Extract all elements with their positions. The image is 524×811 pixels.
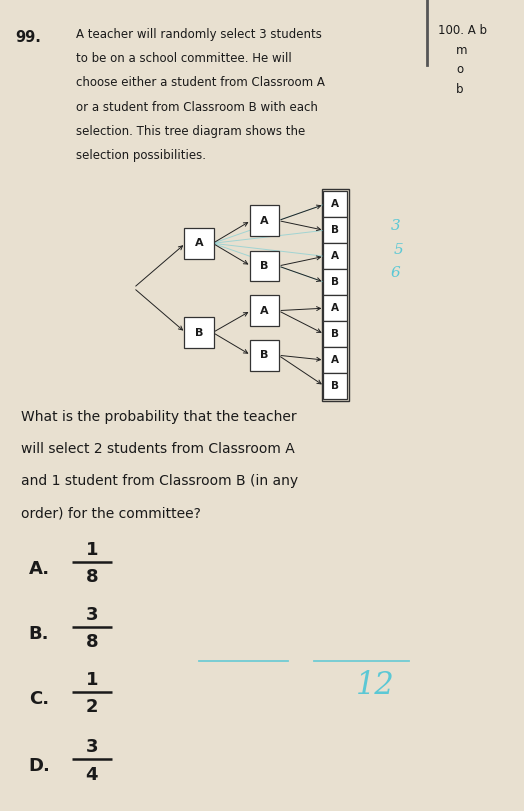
Text: B: B	[331, 277, 340, 287]
Text: B.: B.	[29, 625, 49, 643]
FancyBboxPatch shape	[323, 295, 347, 321]
Text: D.: D.	[29, 757, 51, 775]
Text: A: A	[331, 200, 340, 209]
FancyBboxPatch shape	[323, 269, 347, 295]
Text: and 1 student from Classroom B (in any: and 1 student from Classroom B (in any	[21, 474, 298, 488]
FancyBboxPatch shape	[250, 205, 279, 236]
Text: What is the probability that the teacher: What is the probability that the teacher	[21, 410, 297, 423]
Text: 100. A b: 100. A b	[438, 24, 487, 37]
Text: A: A	[260, 306, 269, 315]
FancyBboxPatch shape	[323, 191, 347, 217]
Text: will select 2 students from Classroom A: will select 2 students from Classroom A	[21, 442, 294, 456]
Text: order) for the committee?: order) for the committee?	[21, 507, 201, 521]
Text: A: A	[195, 238, 203, 248]
Text: B: B	[331, 329, 340, 339]
Text: A teacher will randomly select 3 students: A teacher will randomly select 3 student…	[76, 28, 322, 41]
Text: 8: 8	[85, 633, 98, 651]
Text: A: A	[331, 303, 340, 313]
Text: 12: 12	[356, 670, 395, 701]
FancyBboxPatch shape	[184, 228, 214, 259]
Text: choose either a student from Classroom A: choose either a student from Classroom A	[76, 76, 325, 89]
Text: B: B	[331, 225, 340, 235]
Text: 2: 2	[85, 698, 98, 716]
Text: 99.: 99.	[16, 30, 41, 45]
Text: A: A	[331, 251, 340, 261]
Text: C.: C.	[29, 690, 49, 708]
Text: 1: 1	[85, 541, 98, 559]
Text: m: m	[456, 44, 467, 57]
Text: 6: 6	[390, 266, 400, 280]
FancyBboxPatch shape	[323, 217, 347, 243]
Text: B: B	[331, 381, 340, 391]
Text: B: B	[195, 328, 203, 337]
Text: 3: 3	[390, 219, 400, 233]
FancyBboxPatch shape	[323, 321, 347, 347]
Text: A: A	[260, 216, 269, 225]
Bar	[322, 189, 349, 401]
Text: B: B	[260, 350, 269, 360]
Text: b: b	[456, 83, 463, 96]
Text: 3: 3	[85, 738, 98, 756]
Text: B: B	[260, 261, 269, 271]
FancyBboxPatch shape	[323, 373, 347, 399]
Text: 4: 4	[85, 766, 98, 783]
Text: 5: 5	[394, 243, 404, 257]
FancyBboxPatch shape	[323, 347, 347, 373]
Text: A: A	[331, 355, 340, 365]
FancyBboxPatch shape	[323, 243, 347, 269]
FancyBboxPatch shape	[250, 340, 279, 371]
Text: selection possibilities.: selection possibilities.	[76, 149, 206, 162]
Text: selection. This tree diagram shows the: selection. This tree diagram shows the	[76, 125, 305, 138]
Text: 1: 1	[85, 671, 98, 689]
FancyBboxPatch shape	[250, 251, 279, 281]
Text: to be on a school committee. He will: to be on a school committee. He will	[76, 52, 292, 65]
Text: 3: 3	[85, 606, 98, 624]
Text: or a student from Classroom B with each: or a student from Classroom B with each	[76, 101, 318, 114]
Text: 8: 8	[85, 569, 98, 586]
Text: o: o	[456, 63, 463, 76]
Text: A.: A.	[29, 560, 50, 578]
FancyBboxPatch shape	[184, 317, 214, 348]
FancyBboxPatch shape	[250, 295, 279, 326]
